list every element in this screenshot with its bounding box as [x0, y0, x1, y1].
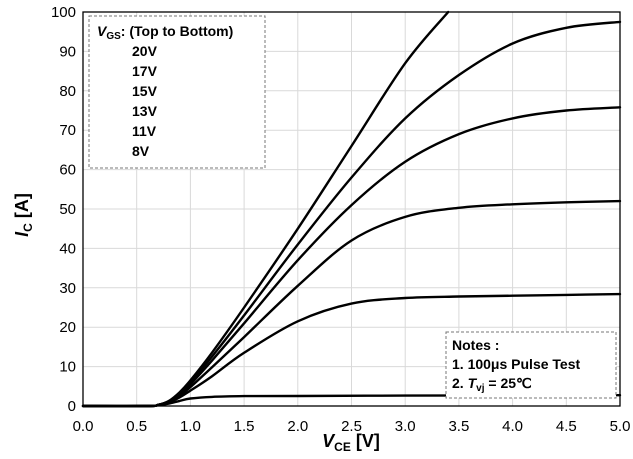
- legend-item: 17V: [132, 63, 158, 79]
- x-tick-label: 4.5: [556, 418, 577, 435]
- notes-box: Notes : 1. 100μs Pulse Test 2. Tvj = 25℃: [445, 331, 617, 399]
- y-tick-label: 90: [59, 43, 76, 60]
- legend-item: 11V: [132, 123, 157, 139]
- legend-item: 13V: [132, 103, 158, 119]
- legend-title-symbol: V: [97, 23, 108, 39]
- x-tick-label: 1.0: [180, 418, 201, 435]
- legend-item: 20V: [132, 43, 158, 59]
- y-axis-unit: [A]: [12, 193, 32, 218]
- y-tick-label: 30: [59, 280, 76, 297]
- series-group: [81, 10, 622, 408]
- x-tick-label: 2.5: [341, 418, 362, 435]
- y-tick-label: 10: [59, 359, 76, 376]
- notes-line-2-symbol: T: [468, 375, 478, 391]
- x-tick-label: 2.0: [287, 418, 308, 435]
- x-axis-symbol: V: [322, 431, 336, 451]
- x-tick-label: 0.5: [126, 418, 147, 435]
- x-tick-label: 3.0: [395, 418, 416, 435]
- notes-line-2: 2. Tvj = 25℃: [452, 375, 532, 394]
- y-tick-labels: 0 10 20 30 40 50 60 70 80 90 100: [51, 4, 76, 415]
- notes-line-1: 1. 100μs Pulse Test: [452, 356, 580, 372]
- x-tick-label: 3.5: [448, 418, 469, 435]
- y-tick-label: 70: [59, 122, 76, 139]
- legend-box: [88, 15, 266, 169]
- x-tick-label: 5.0: [610, 418, 631, 435]
- x-tick-label: 0.0: [73, 418, 94, 435]
- legend-title-rest: : (Top to Bottom): [121, 23, 233, 39]
- y-axis-title: IC [A]: [12, 193, 35, 237]
- legend: VGS: (Top to Bottom) 20V 17V 15V 13V 11V…: [88, 15, 266, 169]
- notes-title: Notes :: [452, 337, 499, 353]
- x-axis-subscript: CE: [334, 440, 351, 454]
- y-tick-label: 60: [59, 162, 76, 179]
- legend-item: 15V: [132, 83, 158, 99]
- notes-line-2-rest: = 25℃: [484, 375, 532, 391]
- legend-item: 8V: [132, 143, 150, 159]
- x-tick-label: 1.5: [234, 418, 255, 435]
- y-tick-label: 50: [59, 201, 76, 218]
- y-tick-label: 40: [59, 240, 76, 257]
- y-axis-subscript: C: [21, 223, 35, 232]
- x-axis-unit: [V]: [356, 431, 380, 451]
- y-tick-label: 80: [59, 83, 76, 100]
- notes-line-2-prefix: 2.: [452, 375, 468, 391]
- legend-title-subscript: GS: [106, 31, 121, 42]
- y-axis-symbol: I: [12, 231, 32, 237]
- plot-frame: [82, 11, 621, 407]
- y-tick-label: 20: [59, 319, 76, 336]
- notes-line-2-subscript: vj: [476, 383, 485, 394]
- notes-frame: [445, 331, 617, 399]
- y-tick-label: 100: [51, 4, 76, 21]
- y-tick-label: 0: [68, 398, 76, 415]
- x-axis-title: VCE [V]: [322, 431, 380, 454]
- x-tick-label: 4.0: [502, 418, 523, 435]
- x-tick-labels: 0.0 0.5 1.0 1.5 2.0 2.5 3.0 3.5 4.0 4.5 5.0: [73, 418, 631, 435]
- legend-title: VGS: (Top to Bottom): [97, 23, 233, 42]
